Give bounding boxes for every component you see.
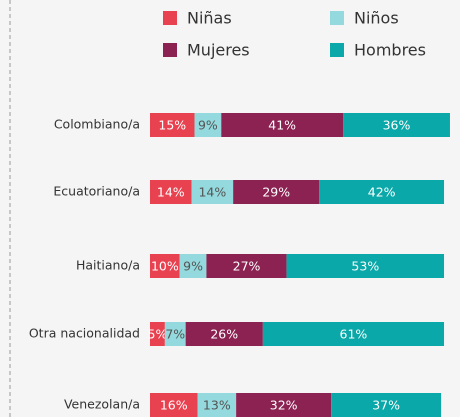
legend-label: Niñas (187, 9, 232, 28)
bar-segment (150, 113, 195, 137)
bar-segment (286, 254, 445, 278)
legend-swatch (330, 43, 344, 57)
value-label: 14% (198, 185, 226, 200)
legend-label: Mujeres (187, 41, 250, 60)
bar-segment (179, 254, 207, 278)
value-label: 36% (383, 118, 411, 133)
bar-segment (150, 254, 180, 278)
value-label: 16% (160, 398, 188, 413)
value-label: 26% (210, 327, 238, 342)
legend-label: Niños (354, 9, 399, 28)
bar-segment (150, 322, 165, 346)
value-label: 29% (262, 185, 290, 200)
bar-segment (150, 180, 192, 204)
bar-segment (343, 113, 450, 137)
legend-label: Hombres (354, 41, 426, 60)
value-label: 10% (151, 259, 179, 274)
legend-swatch (163, 11, 177, 25)
value-label: 37% (372, 398, 400, 413)
category-label: Colombiano/a (54, 117, 140, 132)
bar-segment (331, 393, 442, 417)
bar-segment (206, 254, 287, 278)
legend-swatch (163, 43, 177, 57)
category-label: Haitiano/a (76, 258, 140, 273)
bar-segment (150, 393, 198, 417)
category-label: Venezolan/a (64, 397, 140, 412)
value-label: 41% (268, 118, 296, 133)
value-label: 9% (198, 118, 218, 133)
value-label: 13% (203, 398, 231, 413)
bar-segment (262, 322, 445, 346)
value-label: 15% (158, 118, 186, 133)
value-label: 5% (148, 327, 168, 342)
value-label: 9% (183, 259, 203, 274)
category-label: Otra nacionalidad (29, 326, 140, 341)
value-label: 14% (157, 185, 185, 200)
bar-segment (191, 180, 234, 204)
bar-segment (185, 322, 263, 346)
category-label: Ecuatoriano/a (53, 184, 140, 199)
value-label: 42% (368, 185, 396, 200)
bar-segment (319, 180, 445, 204)
bar-segment (233, 180, 320, 204)
legend-swatch (330, 11, 344, 25)
bar-segment (221, 113, 344, 137)
bar-segment (197, 393, 237, 417)
value-label: 32% (270, 398, 298, 413)
value-label: 61% (340, 327, 368, 342)
value-label: 27% (233, 259, 261, 274)
value-label: 7% (165, 327, 185, 342)
value-label: 53% (351, 259, 379, 274)
bar-segment (194, 113, 222, 137)
bar-segment (236, 393, 332, 417)
bar-segment (164, 322, 186, 346)
